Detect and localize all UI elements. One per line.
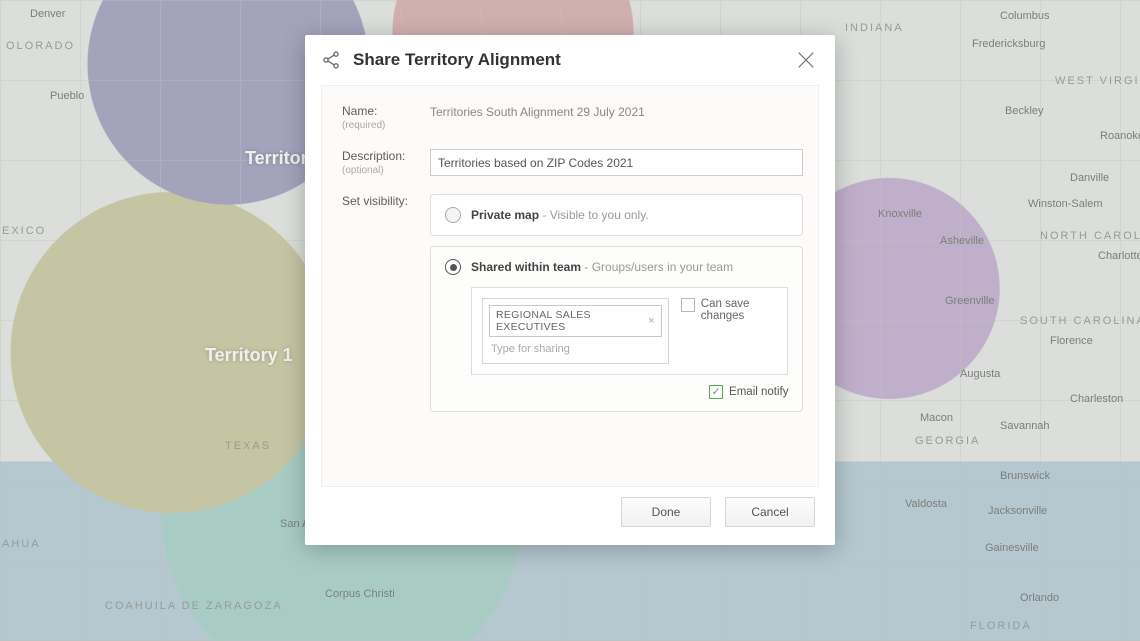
visibility-private-card[interactable]: Private map - Visible to you only.: [430, 194, 803, 236]
description-sub: (optional): [342, 165, 420, 176]
name-label-text: Name:: [342, 104, 377, 118]
visibility-label: Set visibility:: [342, 194, 420, 412]
chip-remove-icon[interactable]: ×: [648, 315, 655, 327]
dialog-title: Share Territory Alignment: [353, 50, 795, 70]
shared-title: Shared within team: [471, 260, 581, 274]
share-recipients-input[interactable]: REGIONAL SALES EXECUTIVES × Type for sha…: [482, 298, 669, 364]
radio-private[interactable]: [445, 207, 461, 223]
radio-shared[interactable]: [445, 259, 461, 275]
name-sub: (required): [342, 120, 420, 131]
private-desc: - Visible to you only.: [542, 208, 648, 222]
cancel-button[interactable]: Cancel: [725, 497, 815, 527]
private-title: Private map: [471, 208, 539, 222]
dialog-footer: Done Cancel: [305, 497, 835, 545]
email-notify-row[interactable]: Email notify: [471, 385, 788, 399]
email-notify-checkbox[interactable]: [709, 385, 723, 399]
name-label: Name: (required): [342, 104, 420, 131]
email-notify-label: Email notify: [729, 386, 788, 398]
can-save-label: Can save changes: [701, 298, 778, 322]
dialog-body: Name: (required) Territories South Align…: [321, 85, 819, 487]
shared-desc: - Groups/users in your team: [584, 260, 733, 274]
share-box: REGIONAL SALES EXECUTIVES × Type for sha…: [471, 287, 788, 375]
close-icon[interactable]: [795, 49, 817, 71]
chip-text: REGIONAL SALES EXECUTIVES: [496, 309, 642, 333]
dialog-header: Share Territory Alignment: [305, 35, 835, 85]
description-label: Description: (optional): [342, 149, 420, 176]
description-label-text: Description:: [342, 149, 405, 163]
recipient-chip: REGIONAL SALES EXECUTIVES ×: [489, 305, 662, 337]
visibility-options: Private map - Visible to you only. Share…: [430, 194, 803, 412]
done-button[interactable]: Done: [621, 497, 711, 527]
share-icon: [321, 50, 341, 70]
can-save-row[interactable]: Can save changes: [681, 298, 778, 322]
can-save-checkbox[interactable]: [681, 298, 695, 312]
visibility-shared-card[interactable]: Shared within team - Groups/users in you…: [430, 246, 803, 412]
share-placeholder: Type for sharing: [489, 337, 662, 357]
share-dialog: Share Territory Alignment Name: (require…: [305, 35, 835, 545]
name-value: Territories South Alignment 29 July 2021: [430, 104, 803, 131]
description-input[interactable]: [430, 149, 803, 176]
